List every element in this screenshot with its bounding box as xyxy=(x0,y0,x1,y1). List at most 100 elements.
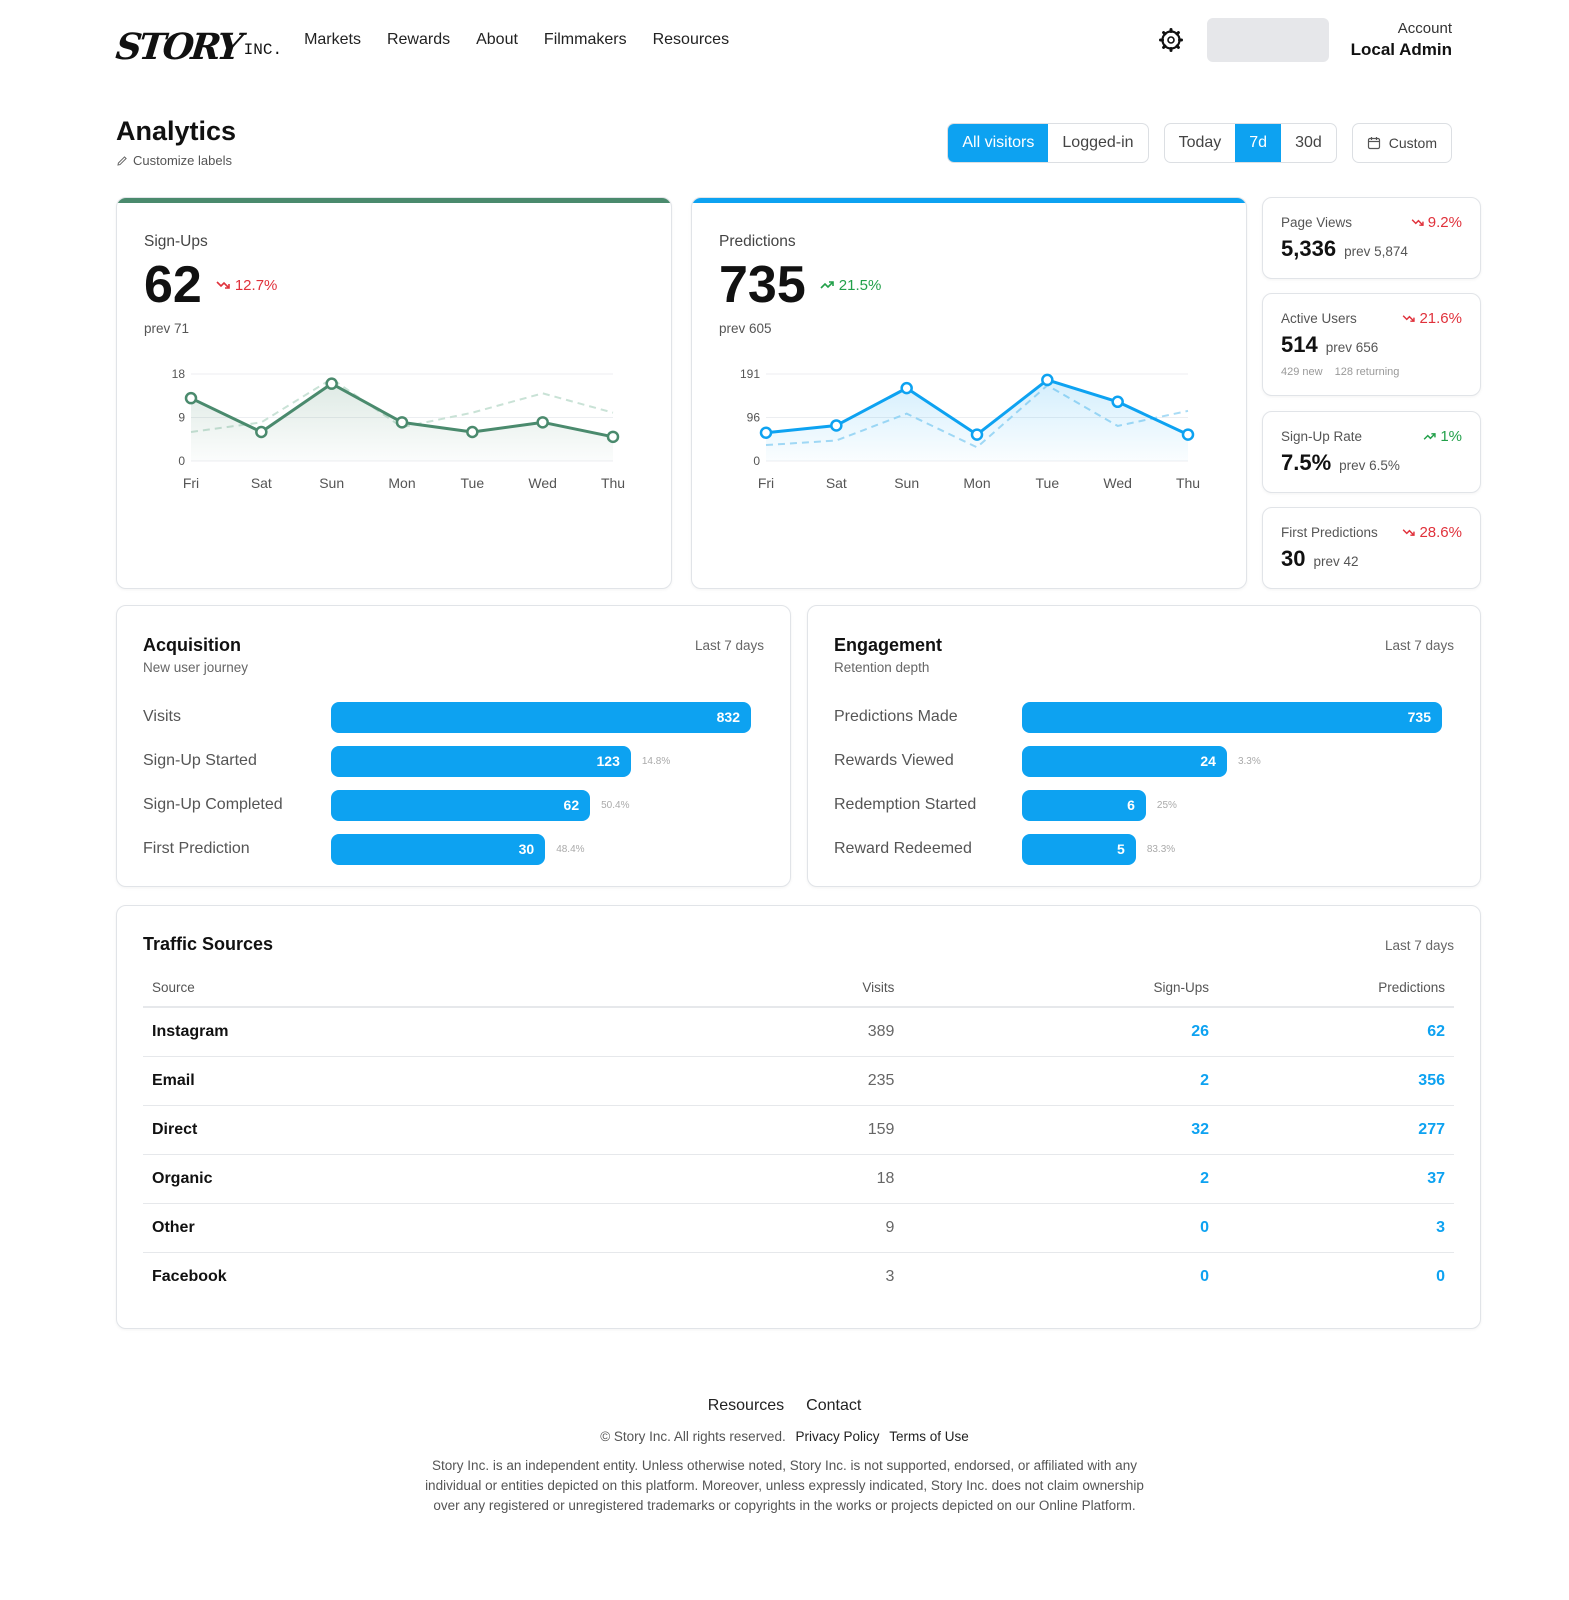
col-visits[interactable]: Visits xyxy=(798,969,904,1008)
audience-all-visitors[interactable]: All visitors xyxy=(948,124,1049,162)
data-point[interactable] xyxy=(970,428,984,441)
source-name: Facebook xyxy=(152,1267,227,1285)
funnel-bar: 832 xyxy=(331,701,751,733)
header-right: Account Local Admin xyxy=(1157,18,1452,62)
account-menu[interactable]: Account Local Admin xyxy=(1351,19,1452,61)
audience-logged-in[interactable]: Logged-in xyxy=(1062,134,1134,151)
header-placeholder-button[interactable] xyxy=(1206,18,1329,62)
data-point[interactable] xyxy=(255,425,268,439)
footer-disclaimer: Story Inc. is an independent entity. Unl… xyxy=(425,1458,1144,1513)
x-tick-label: Wed xyxy=(1103,475,1132,491)
data-point[interactable] xyxy=(1181,428,1195,441)
range-today[interactable]: Today xyxy=(1178,134,1222,151)
engagement-funnel: Predictions Made 735 Rewards Viewed 24 3.… xyxy=(834,695,1454,871)
table-row: Instagram 389 26 62 xyxy=(143,1007,1454,1057)
first-predictions-card: First Predictions 28.6% 30 prev 42 xyxy=(1262,507,1481,589)
nav-about[interactable]: About xyxy=(476,31,518,48)
footer-link-resources[interactable]: Resources xyxy=(707,1397,785,1414)
source-predictions: 0 xyxy=(1436,1267,1445,1285)
funnel-bar-pct: 25% xyxy=(1156,799,1177,811)
terms-of-use-link[interactable]: Terms of Use xyxy=(889,1429,969,1444)
trend-down-icon xyxy=(1411,219,1424,226)
active-users-returning: 128 returning xyxy=(1334,366,1400,378)
data-point[interactable] xyxy=(759,426,773,440)
x-tick-label: Mon xyxy=(963,475,990,491)
x-tick-label: Sat xyxy=(826,475,847,491)
predictions-card: Predictions 735 21.5% prev 605 191 96 0 Fri… xyxy=(691,197,1247,589)
data-point[interactable] xyxy=(395,416,409,429)
nav-rewards[interactable]: Rewards xyxy=(386,31,451,48)
filter-controls: All visitors Logged-in Today 7d 30d Cust… xyxy=(947,123,1452,163)
engagement-subtitle: Retention depth xyxy=(834,660,930,675)
source-visits: 159 xyxy=(798,1105,904,1155)
nav-markets[interactable]: Markets xyxy=(304,31,361,48)
source-predictions: 3 xyxy=(1218,1203,1454,1253)
data-point[interactable] xyxy=(1111,395,1124,409)
y-tick-label: 0 xyxy=(753,454,760,468)
account-name: Local Admin xyxy=(1350,39,1452,59)
gear-icon[interactable] xyxy=(1157,26,1185,54)
nav-resources[interactable]: Resources xyxy=(652,31,730,48)
col-signups[interactable]: Sign-Ups xyxy=(903,969,1219,1008)
nav-filmmakers[interactable]: Filmmakers xyxy=(543,31,627,48)
funnel-bar-pct: 83.3% xyxy=(1146,843,1176,855)
range-30d[interactable]: 30d xyxy=(1295,134,1322,151)
funnel-bar: 30 xyxy=(331,833,546,865)
col-source[interactable]: Source xyxy=(143,969,799,1008)
signup-rate-card: Sign-Up Rate 1% 7.5% prev 6.5% xyxy=(1262,411,1481,493)
source-signups: 0 xyxy=(903,1203,1219,1253)
custom-range-button[interactable]: Custom xyxy=(1351,123,1452,163)
predictions-delta: 21.5% xyxy=(820,277,881,294)
source-predictions: 37 xyxy=(1218,1154,1454,1204)
top-header: STORY INC. Markets Rewards About Filmmak… xyxy=(113,10,1452,70)
y-tick-label: 191 xyxy=(740,367,760,381)
trend-up-icon xyxy=(1423,433,1436,440)
source-visits: 389 xyxy=(798,1007,904,1057)
data-point[interactable] xyxy=(466,425,479,439)
x-tick-label: Sun xyxy=(894,475,919,491)
funnel-bar-pct: 14.8% xyxy=(641,755,671,767)
logo-wordmark: STORY xyxy=(113,26,242,68)
signups-label: Sign-Ups xyxy=(144,233,208,250)
range-7d[interactable]: 7d xyxy=(1235,124,1282,162)
data-point[interactable] xyxy=(536,416,549,429)
funnel-row: Predictions Made 735 xyxy=(834,695,1454,739)
signups-delta-value: 12.7% xyxy=(234,276,278,294)
signups-prev: prev 71 xyxy=(144,321,190,336)
data-point[interactable] xyxy=(325,377,338,390)
data-point[interactable] xyxy=(184,391,198,405)
acquisition-range: Last 7 days xyxy=(694,638,764,653)
funnel-row-label: Redemption Started xyxy=(834,796,977,813)
data-point[interactable] xyxy=(1041,373,1054,387)
predictions-area-chart: 191 96 0 Fri Sat Sun Mon Tue Wed Thu xyxy=(740,367,1200,491)
active-users-card: Active Users 21.6% 514 prev 656 429 new … xyxy=(1262,293,1481,396)
table-row: Email 235 2 356 xyxy=(143,1056,1454,1106)
funnel-row-label: Sign-Up Started xyxy=(143,752,257,769)
signups-value: 62 xyxy=(144,256,202,314)
x-tick-label: Thu xyxy=(1176,475,1200,491)
customize-labels-link[interactable]: Customize labels xyxy=(116,153,1452,168)
engagement-range: Last 7 days xyxy=(1384,638,1454,653)
current-period-area xyxy=(766,379,1188,461)
footer-link-contact[interactable]: Contact xyxy=(806,1397,862,1414)
funnel-row-label: Sign-Up Completed xyxy=(143,796,283,813)
table-row: Direct 159 32 277 xyxy=(143,1105,1454,1155)
funnel-row: Sign-Up Completed 62 50.4% xyxy=(143,783,764,827)
privacy-policy-link[interactable]: Privacy Policy xyxy=(795,1429,880,1444)
signup-rate-delta: 1% xyxy=(1423,428,1462,445)
predictions-value: 735 xyxy=(719,256,806,314)
funnel-bar: 123 xyxy=(331,745,631,777)
source-visits: 3 xyxy=(885,1267,895,1285)
data-point[interactable] xyxy=(900,381,913,395)
x-tick-label: Mon xyxy=(388,475,415,491)
x-tick-label: Fri xyxy=(183,475,199,491)
source-signups: 32 xyxy=(903,1105,1219,1155)
data-point[interactable] xyxy=(830,419,843,432)
data-point[interactable] xyxy=(606,430,620,444)
story-inc-logo[interactable]: STORY INC. xyxy=(113,15,282,68)
y-tick-label: 96 xyxy=(747,411,761,425)
col-predictions[interactable]: Predictions xyxy=(1218,969,1454,1008)
y-tick-label: 18 xyxy=(172,367,186,381)
first-predictions-value: 30 xyxy=(1281,546,1306,571)
trend-down-icon xyxy=(1403,529,1416,536)
